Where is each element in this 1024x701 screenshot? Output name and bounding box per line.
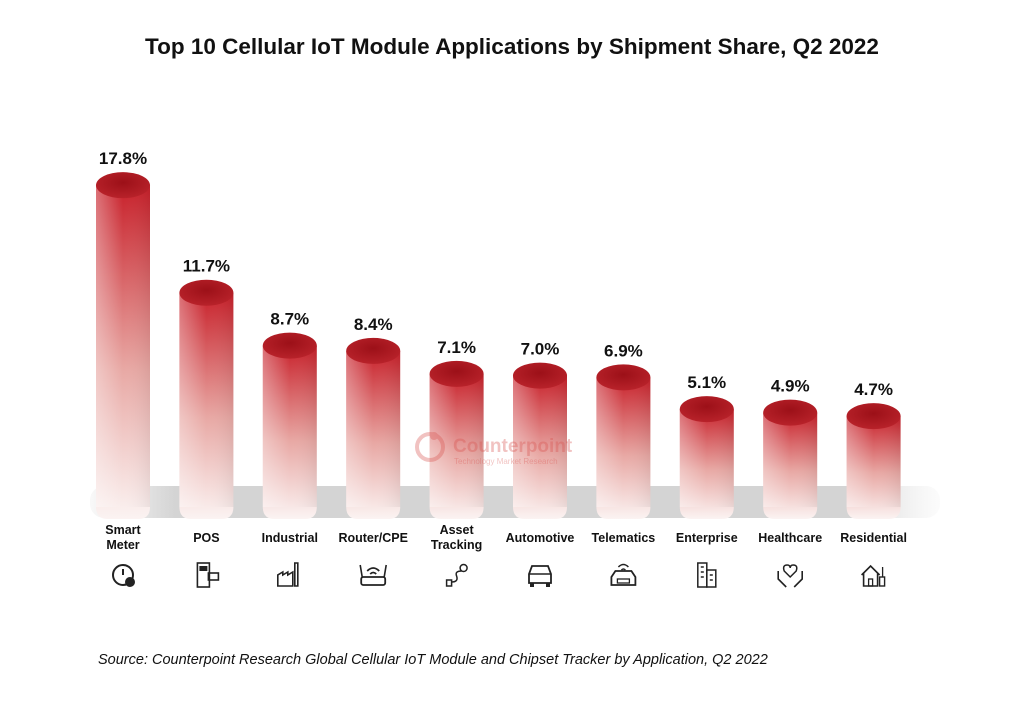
category-label: Industrial xyxy=(262,531,318,545)
connected-car-icon xyxy=(610,563,637,586)
bar xyxy=(513,362,567,519)
watermark-name: Counterpoint xyxy=(453,436,573,457)
smart-home-icon xyxy=(861,564,886,587)
bar-shading xyxy=(596,377,651,507)
data-label: 11.7% xyxy=(183,257,230,276)
data-label: 17.8% xyxy=(99,149,147,168)
data-label: 5.1% xyxy=(687,373,726,392)
category-label: Residential xyxy=(840,531,907,545)
bar-top xyxy=(846,403,901,430)
bar xyxy=(429,360,484,519)
category-label: Smart Meter xyxy=(105,523,141,552)
bar xyxy=(262,332,317,519)
bar xyxy=(763,399,818,519)
category-label: POS xyxy=(193,531,219,545)
category-label: Enterprise xyxy=(676,531,738,545)
data-label: 8.4% xyxy=(354,315,393,334)
bar-shading xyxy=(262,345,317,507)
bar xyxy=(346,337,401,519)
meter-icon xyxy=(112,564,135,587)
category-label: Router/CPE xyxy=(338,531,407,545)
bar-shading xyxy=(679,409,734,507)
bar-top xyxy=(179,279,234,306)
category-label: Asset Tracking xyxy=(431,523,482,552)
bar-top xyxy=(262,332,317,359)
category-label: Healthcare xyxy=(758,531,822,545)
category-label: Automotive xyxy=(506,531,575,545)
bar-top xyxy=(513,362,567,389)
bar-top xyxy=(429,360,484,387)
watermark-tagline: Technology Market Research xyxy=(454,457,558,466)
bar-top xyxy=(763,399,818,426)
bar-shading xyxy=(96,185,150,507)
data-label: 7.0% xyxy=(521,340,560,359)
factory-icon xyxy=(276,562,299,587)
bar-shading xyxy=(346,350,401,507)
router-icon xyxy=(359,564,387,586)
building-icon xyxy=(697,562,717,588)
bar xyxy=(96,172,150,519)
chart-title: Top 10 Cellular IoT Module Applications … xyxy=(145,34,879,59)
bar-top xyxy=(679,396,734,423)
pos-terminal-icon xyxy=(196,562,220,588)
bar xyxy=(596,364,651,519)
data-label: 4.9% xyxy=(771,377,810,396)
heart-hands-icon xyxy=(777,564,804,588)
source-note: Source: Counterpoint Research Global Cel… xyxy=(98,652,768,668)
bar xyxy=(846,403,901,519)
bar-shading xyxy=(846,416,901,507)
bar xyxy=(679,396,734,519)
bar-shading xyxy=(513,375,567,507)
route-pin-icon xyxy=(445,563,468,587)
bar-shading xyxy=(429,373,484,507)
data-label: 4.7% xyxy=(854,380,893,399)
bar xyxy=(179,279,234,519)
bar-top xyxy=(96,172,150,199)
bar-top xyxy=(596,364,651,391)
data-label: 8.7% xyxy=(270,310,309,329)
bar-shading xyxy=(763,412,818,507)
data-label: 7.1% xyxy=(437,338,476,357)
data-label: 6.9% xyxy=(604,341,643,360)
category-label: Telematics xyxy=(592,531,656,545)
watermark-logo: Counterpoint Technology Market Research xyxy=(415,432,573,466)
car-icon xyxy=(528,565,552,587)
bar-shading xyxy=(179,292,234,507)
bar-top xyxy=(346,337,401,364)
